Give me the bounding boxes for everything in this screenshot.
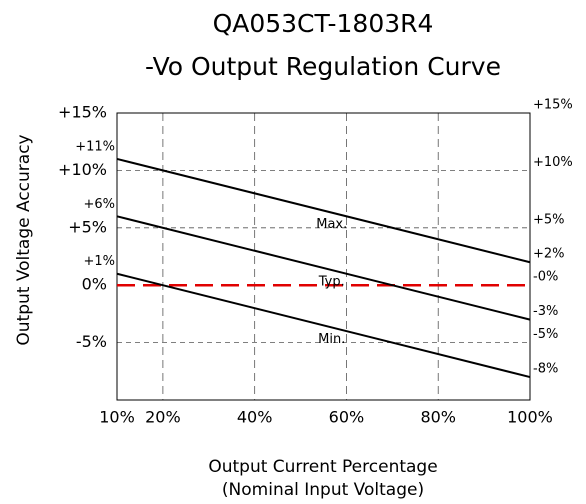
value-label: +1% xyxy=(83,254,115,269)
y2-tick-label: -0% xyxy=(533,270,558,285)
y2-tick-label: +10% xyxy=(533,155,573,170)
value-label: +6% xyxy=(83,197,115,212)
x-tick-label: 20% xyxy=(145,408,181,427)
y2-tick-label: -3% xyxy=(533,304,558,319)
y2-tick-label: -5% xyxy=(533,327,558,342)
series-name: Max. xyxy=(316,217,347,232)
x-axis-label: Output Current Percentage xyxy=(208,457,437,477)
y2-tick-label: +5% xyxy=(533,212,565,227)
chart-title: QA053CT-1803R4 xyxy=(213,9,434,38)
value-label: +11% xyxy=(75,139,115,154)
series-line xyxy=(116,272,531,379)
y2-tick-label: +2% xyxy=(533,247,565,262)
y-tick-label: +15% xyxy=(58,103,107,122)
y-tick-label: 0% xyxy=(82,275,107,294)
x-tick-label: 100% xyxy=(507,408,553,427)
series-line xyxy=(116,215,531,321)
x-tick-label: 80% xyxy=(420,408,456,427)
y2-tick-label: +15% xyxy=(533,98,573,113)
y-tick-label: +10% xyxy=(58,160,107,179)
y-axis-label: Output Voltage Accuracy xyxy=(14,134,34,345)
x-tick-label: 10% xyxy=(99,408,135,427)
y2-tick-label: -8% xyxy=(533,362,558,377)
x-tick-label: 40% xyxy=(237,408,273,427)
chart-subtitle: -Vo Output Regulation Curve xyxy=(145,52,501,81)
y-tick-label: +5% xyxy=(68,217,107,236)
series-name: Typ. xyxy=(318,275,345,290)
x-tick-label: 60% xyxy=(329,408,365,427)
series-name: Min. xyxy=(318,332,345,347)
y-tick-label: -5% xyxy=(76,332,107,351)
x-axis-note: (Nominal Input Voltage) xyxy=(222,480,424,500)
plot-frame xyxy=(116,112,531,401)
series-line xyxy=(116,157,531,264)
